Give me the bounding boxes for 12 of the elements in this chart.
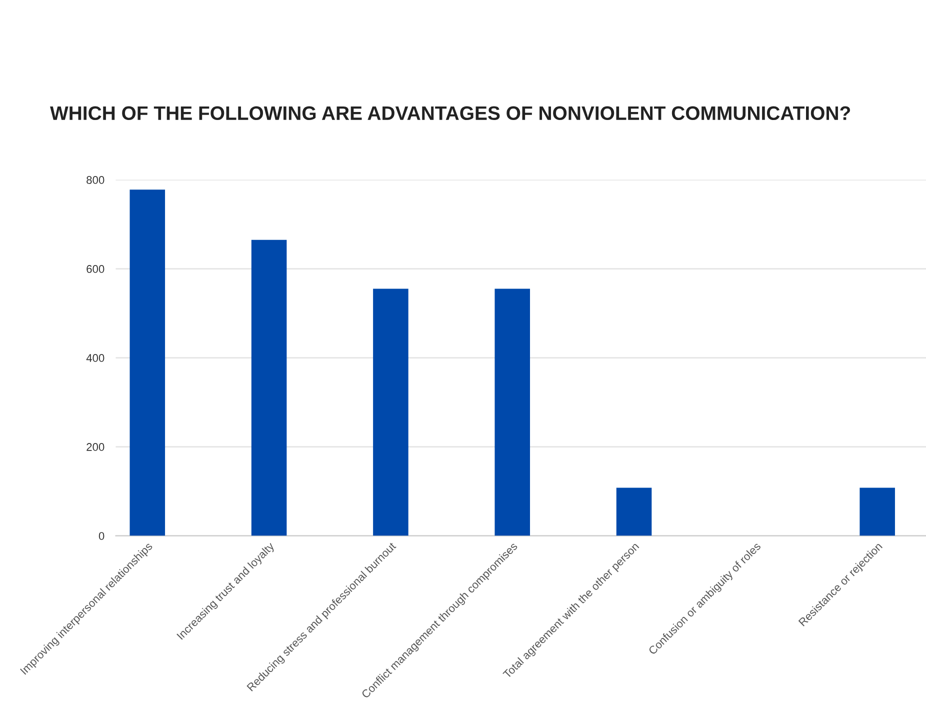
bar xyxy=(251,240,287,536)
y-tick-label: 600 xyxy=(86,265,104,273)
y-tick-label: 200 xyxy=(86,443,104,451)
bar xyxy=(130,190,166,536)
y-tick-label: 400 xyxy=(86,354,104,362)
bar xyxy=(373,288,408,536)
bar xyxy=(494,288,530,536)
y-tick-label: 0 xyxy=(98,532,104,540)
y-tick-label: 800 xyxy=(86,176,104,184)
bar xyxy=(616,488,652,536)
bar xyxy=(860,488,895,536)
chart-title: WHICH OF THE FOLLOWING ARE ADVANTAGES OF NONVIOLENT COMMUNICATION? xyxy=(50,106,850,120)
